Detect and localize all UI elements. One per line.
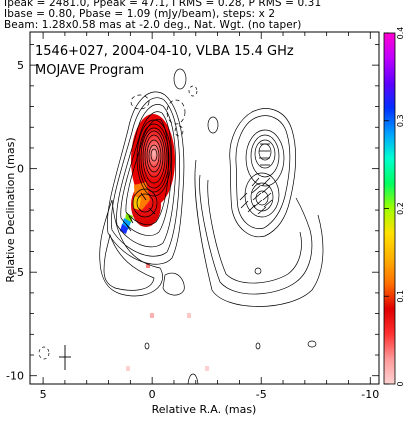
colorbar: 0 0.1 0.2 0.3 0.4 (383, 27, 405, 387)
program-annotation: MOJAVE Program (35, 63, 144, 78)
axis-ticks (30, 32, 379, 384)
x-tick-labels: 5 0 -5 -10 (40, 388, 380, 401)
polarization-vectors (125, 143, 273, 232)
y-tick-label: -10 (6, 370, 24, 383)
source-annotation: 1546+027, 2004-04-10, VLBA 15.4 GHz (35, 44, 294, 59)
colorbar-tick-label: 0.4 (396, 27, 405, 40)
core-contours (99, 91, 185, 297)
y-tick-label: 5 (17, 59, 24, 72)
x-tick-label: -10 (361, 388, 379, 401)
color-small-patch-5 (205, 366, 209, 371)
x-tick-label: -5 (256, 388, 267, 401)
polarization-color-overlay (120, 114, 209, 371)
color-small-patch-1 (146, 263, 150, 268)
color-core-peak (140, 129, 168, 183)
color-small-patch-3 (187, 313, 191, 318)
colorbar-tick-label: 0.2 (396, 202, 405, 215)
colorbar-tick-label: 0.3 (396, 114, 405, 127)
isolated-contours (38, 68, 317, 384)
header-line-2: Ibase = 0.80, Pbase = 1.09 (mJy/beam), s… (4, 8, 276, 20)
colorbar-tick-label: 0.1 (396, 290, 405, 303)
x-axis-label: Relative R.A. (mas) (152, 403, 257, 416)
y-tick-label: -5 (13, 266, 24, 279)
y-tick-label: 0 (17, 163, 24, 176)
x-tick-label: 5 (40, 388, 47, 401)
x-tick-label: 0 (149, 388, 156, 401)
colorbar-tick-label: 0 (396, 381, 405, 386)
header-line-3: Beam: 1.28x0.58 mas at -2.0 deg., Nat. W… (4, 19, 302, 31)
color-small-patch-2 (150, 313, 154, 318)
y-axis-label: Relative Declination (mas) (4, 137, 17, 282)
header-line-1: Ipeak = 2481.0, Ppeak = 47.1, I RMS = 0.… (4, 0, 322, 9)
beam-marker (59, 345, 71, 370)
color-small-patch-4 (126, 366, 130, 371)
plot-frame (29, 31, 380, 385)
right-feature-contours (194, 108, 324, 307)
y-tick-labels: 5 0 -5 -10 (6, 59, 24, 383)
colorbar-ticks: 0 0.1 0.2 0.3 0.4 (384, 27, 405, 387)
